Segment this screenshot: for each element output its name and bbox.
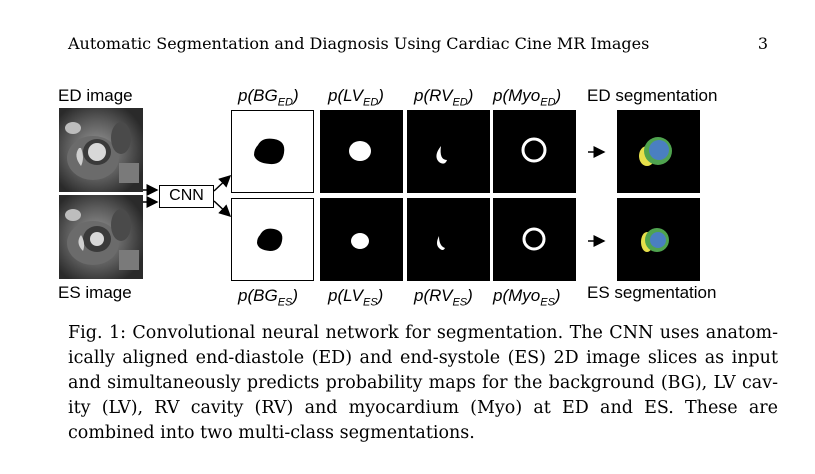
es-segmentation-map: [617, 198, 700, 281]
prob-label-rv-ed: p(RVED): [414, 86, 474, 109]
es-image-label: ES image: [58, 283, 132, 302]
prob-label-myo-es: p(MyoES): [493, 286, 561, 309]
caption-line: ically aligned end-diastole (ED) and end…: [68, 348, 778, 368]
prob-map-bg-es: [231, 198, 314, 281]
prob-map-rv-ed: [407, 110, 490, 193]
prob-map-rv-es: [407, 198, 490, 281]
page-number: 3: [757, 34, 768, 53]
prob-map-bg-ed: [231, 110, 314, 193]
caption-line: combined into two multi-class segmentati…: [68, 423, 475, 443]
running-head-title: Automatic Segmentation and Diagnosis Usi…: [68, 34, 650, 53]
figure-arrows: [143, 146, 606, 247]
figure-caption: Fig. 1: Convolutional neural network for…: [68, 321, 778, 446]
caption-line: ity (LV), RV cavity (RV) and myocardium …: [68, 398, 778, 418]
ed-segmentation-map: [617, 110, 700, 193]
prob-label-lv-ed: p(LVED): [328, 86, 384, 109]
ed-mri-image: [59, 108, 143, 192]
ed-image-label: ED image: [58, 86, 133, 105]
figure-1: ED image ES image: [58, 86, 718, 309]
cnn-box: CNN: [159, 185, 214, 208]
es-segmentation-label: ES segmentation: [587, 283, 717, 302]
prob-label-lv-es: p(LVES): [328, 286, 384, 309]
prob-map-myo-es: [493, 198, 576, 281]
es-mri-image: [59, 195, 143, 279]
ed-segmentation-label: ED segmentation: [587, 86, 718, 105]
caption-line: Fig. 1: Convolutional neural network for…: [68, 323, 778, 343]
lv-region: [650, 232, 666, 248]
prob-label-bg-ed: p(BGED): [238, 86, 299, 109]
prob-map-lv-ed: [320, 110, 403, 193]
prob-label-myo-ed: p(MyoED): [493, 86, 562, 109]
prob-label-rv-es: p(RVES): [414, 286, 473, 309]
prob-map-myo-ed: [493, 110, 576, 193]
running-head: Automatic Segmentation and Diagnosis Usi…: [68, 34, 768, 58]
prob-label-bg-es: p(BGES): [238, 286, 299, 309]
lv-region: [649, 140, 669, 160]
prob-map-lv-es: [320, 198, 403, 281]
caption-line: and simultaneously predicts probability …: [68, 373, 778, 393]
